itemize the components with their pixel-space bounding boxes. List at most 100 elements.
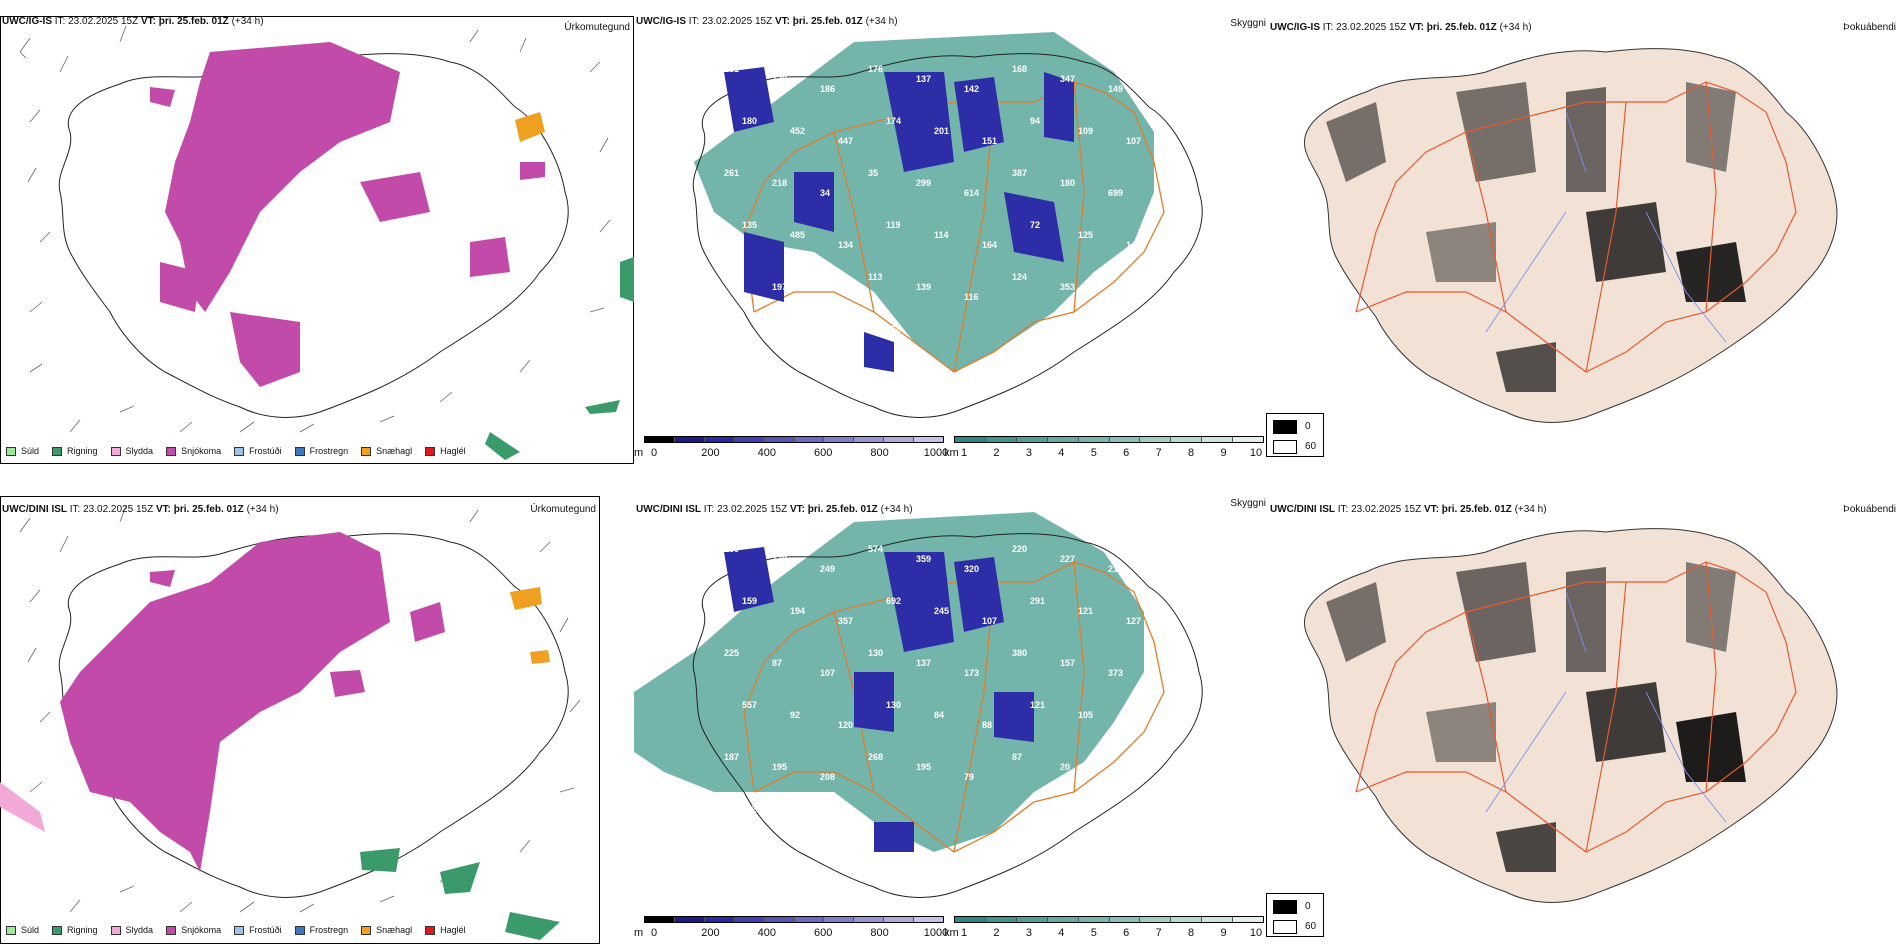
cloud-base-label: 119 [886, 220, 901, 230]
fog-roads [1355, 81, 1797, 373]
iceland-coast [692, 533, 1203, 898]
row2-vis-ticks: 1 2 3 4 5 6 7 8 9 10 [954, 927, 1264, 941]
legend-swatch [425, 446, 436, 456]
colorbar-segment [1109, 917, 1141, 922]
cloud-base-label: 166 [790, 814, 805, 824]
row2-cloud-unit: m [634, 927, 644, 939]
colorbar-segment [704, 917, 735, 922]
vt-value: þri. 25.feb. 01Z [807, 504, 878, 515]
colorbar-segment [1202, 437, 1234, 442]
colorbar-tick: 6 [1123, 447, 1130, 459]
legend-swatch [6, 446, 16, 456]
cloud-base-label: 227 [1060, 554, 1075, 564]
row2-cloud-colorbar [644, 916, 944, 923]
it-label: IT: [703, 504, 715, 515]
cloud-base-label: 373 [1108, 668, 1123, 678]
cloud-base-label: 180 [742, 116, 757, 126]
cloud-base-label: 137 [916, 74, 931, 84]
row1-fog-panel: UWC/IG-IS IT: 23.02.2025 15Z VT: þri. 25… [1266, 12, 1900, 464]
colorbar-segment [645, 917, 675, 922]
cloud-base-label: 239 [838, 344, 853, 354]
cloud-base-label: 195 [772, 762, 787, 772]
fog-rivers [1485, 591, 1727, 823]
colorbar-tick: 10 [1249, 447, 1263, 459]
cloud-labels: 131 130 186 176 137 142 168 347 149 180 452 447 174 2… [724, 64, 1141, 354]
row1-precip-frame [0, 16, 634, 464]
cloud-base-label: 208 [820, 772, 835, 782]
colorbar-segment [1140, 437, 1172, 442]
cloud-base-label: 261 [724, 168, 739, 178]
colorbar-segment [985, 917, 1017, 922]
colorbar-tick: 400 [757, 447, 776, 459]
legend-label: Slydda [125, 446, 154, 456]
colorbar-segment [1047, 437, 1079, 442]
cloud-base-label: 137 [916, 658, 931, 668]
cloud-base-label: 105 [1078, 710, 1093, 720]
lead-time: (+34 h) [231, 16, 264, 27]
legend-swatch [52, 446, 63, 456]
cloud-base-label: 557 [742, 700, 757, 710]
row2-vis-colorbar [954, 916, 1264, 923]
model-name: UWC/IG-IS [1270, 22, 1320, 33]
fog-shading [1326, 562, 1746, 872]
colorbar-tick: 5 [1090, 927, 1097, 939]
row2-precip-legend: Súld Rigning Slydda Snjókoma Frostúði Frostre… [6, 925, 479, 935]
fog-legend-label: 60 [1305, 921, 1317, 932]
it-label: IT: [69, 504, 81, 515]
legend-swatch [6, 925, 16, 935]
snowpellet-area [515, 112, 545, 142]
cloud-base-label: 174 [886, 116, 901, 126]
colorbar-segment [734, 437, 765, 442]
row1-vis-var: Skyggni [1230, 18, 1266, 29]
legend-label: Frostúði [249, 446, 282, 456]
cloud-base-label: 245 [934, 606, 949, 616]
colorbar-segment [674, 917, 705, 922]
cloud-base-label: 194 [790, 606, 805, 616]
cloud-base-label: 92 [790, 710, 800, 720]
cloud-base-label: 219 [1108, 564, 1123, 574]
row2-vis-map: 130 179 249 574 359 320 220 227 219 159 194 357 692 2… [634, 512, 1203, 898]
row2-vis-title: UWC/DINI ISL IT: 23.02.2025 15Z VT: þri.… [636, 504, 913, 516]
vt-value: þri. 25.feb. 01Z [1441, 504, 1512, 515]
legend-swatch [361, 446, 372, 456]
sleet-area [0, 782, 45, 832]
legend-item: Snjókoma [166, 925, 221, 935]
cloud-base-label: 130 [886, 700, 901, 710]
row1-precip-var: Úrkomutegund [564, 22, 630, 33]
colorbar-segment [854, 917, 885, 922]
cloud-base-label: 96 [742, 324, 752, 334]
colorbar-segment [764, 437, 795, 442]
row1-cloud-unit: m [634, 447, 644, 459]
cloud-base-label: 291 [1030, 596, 1045, 606]
colorbar-tick: 200 [701, 447, 720, 459]
legend-label: Frostregn [309, 446, 349, 456]
cloud-base-label: 120 [838, 720, 853, 730]
cloud-base-label: 130 [772, 74, 787, 84]
cloud-base-label: 201 [934, 126, 949, 136]
cloud-base-label: 87 [1012, 752, 1022, 762]
legend-label: Snjókoma [181, 446, 222, 456]
legend-item: Súld [6, 446, 39, 456]
cloud-base-label: 220 [1012, 544, 1027, 554]
vis-field [694, 32, 1154, 372]
cloud-base-label: 299 [916, 178, 931, 188]
colorbar-tick: 9 [1220, 447, 1227, 459]
colorbar-tick: 7 [1155, 927, 1162, 939]
colorbar-segment [764, 917, 795, 922]
legend-label: Frostúði [249, 925, 282, 935]
cloud-base-label: 249 [820, 564, 835, 574]
legend-swatch [425, 925, 436, 935]
colorbar-segment [854, 437, 885, 442]
lead-time: (+34 h) [865, 16, 898, 27]
cloud-base-label: 168 [886, 324, 901, 334]
row1-cloud-colorbar [644, 436, 944, 443]
legend-swatch [52, 925, 63, 935]
colorbar-segment [674, 437, 705, 442]
fog-legend-swatch [1273, 440, 1297, 454]
cloud-base-label: 135 [742, 220, 757, 230]
cloud-base-label: 168 [1012, 64, 1027, 74]
cloud-base-label: 72 [1030, 220, 1040, 230]
cloud-base-label: 73 [838, 824, 848, 834]
row2-vis-unit: km [944, 927, 959, 939]
fog-roads [1355, 561, 1797, 853]
